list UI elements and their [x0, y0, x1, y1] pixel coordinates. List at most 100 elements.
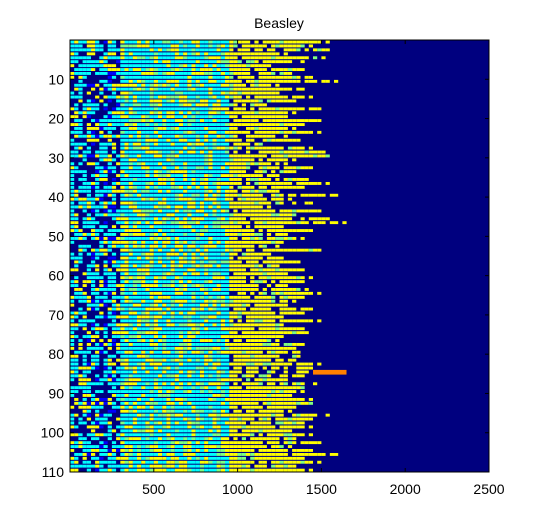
- heatmap-cell: [212, 350, 217, 354]
- heatmap-cell: [162, 288, 167, 291]
- heatmap-cell: [304, 48, 309, 52]
- heatmap-cell: [225, 323, 230, 327]
- heatmap-cell: [220, 166, 225, 170]
- heatmap-cell: [275, 398, 280, 401]
- heatmap-cell: [250, 299, 255, 303]
- heatmap-cell: [124, 107, 129, 111]
- heatmap-cell: [212, 339, 217, 342]
- heatmap-cell: [111, 201, 117, 205]
- heatmap-cell: [287, 221, 293, 225]
- heatmap-cell: [292, 276, 297, 280]
- heatmap-cell: [250, 350, 255, 354]
- heatmap-cell: [178, 378, 184, 382]
- heatmap-cell: [250, 111, 255, 115]
- heatmap-cell: [124, 197, 129, 201]
- heatmap-cell: [103, 150, 108, 154]
- heatmap-cell: [128, 83, 133, 87]
- heatmap-cell: [183, 252, 188, 256]
- heatmap-cell: [128, 248, 133, 252]
- heatmap-cell: [271, 130, 276, 134]
- heatmap-cell: [195, 185, 200, 189]
- heatmap-cell: [149, 366, 154, 370]
- heatmap-cell: [82, 64, 87, 68]
- heatmap-cell: [250, 390, 255, 393]
- heatmap-cell: [254, 48, 259, 52]
- heatmap-cell: [91, 280, 96, 284]
- heatmap-cell: [191, 111, 196, 115]
- heatmap-cell: [74, 217, 79, 221]
- heatmap-cell: [107, 291, 112, 295]
- heatmap-cell: [170, 99, 175, 103]
- heatmap-cell: [158, 319, 163, 323]
- heatmap-cell: [233, 72, 238, 75]
- heatmap-cell: [191, 362, 196, 366]
- heatmap-cell: [141, 437, 146, 441]
- heatmap-cell: [229, 205, 234, 209]
- heatmap-cell: [208, 87, 213, 91]
- heatmap-cell: [99, 201, 104, 205]
- heatmap-cell: [254, 346, 259, 350]
- heatmap-cell: [78, 170, 83, 174]
- heatmap-cell: [266, 260, 272, 264]
- heatmap-cell: [99, 158, 104, 162]
- heatmap-cell: [250, 398, 255, 401]
- heatmap-cell: [74, 115, 79, 119]
- heatmap-cell: [296, 417, 301, 421]
- heatmap-cell: [137, 284, 142, 287]
- heatmap-cell: [183, 370, 188, 374]
- heatmap-cell: [262, 307, 267, 311]
- heatmap-cell: [91, 339, 96, 342]
- heatmap-cell: [195, 311, 200, 315]
- heatmap-cell: [132, 111, 137, 115]
- heatmap-cell: [170, 260, 175, 264]
- heatmap-cell: [95, 421, 100, 425]
- heatmap-cell: [141, 233, 146, 236]
- heatmap-cell: [275, 189, 280, 193]
- heatmap-cell: [128, 201, 133, 205]
- heatmap-cell: [266, 115, 272, 119]
- heatmap-cell: [241, 244, 246, 248]
- heatmap-cell: [216, 178, 221, 181]
- heatmap-cell: [149, 48, 154, 52]
- heatmap-cell: [153, 99, 158, 103]
- heatmap-cell: [216, 260, 221, 264]
- heatmap-cell: [216, 44, 221, 48]
- heatmap-cell: [137, 225, 142, 229]
- heatmap-cell: [279, 229, 284, 232]
- heatmap-cell: [166, 174, 171, 177]
- heatmap-cell: [199, 60, 205, 64]
- heatmap-cell: [220, 174, 225, 177]
- heatmap-cell: [283, 56, 288, 60]
- heatmap-cell: [82, 103, 87, 107]
- heatmap-cell: [187, 221, 192, 225]
- heatmap-cell: [258, 229, 263, 232]
- heatmap-cell: [250, 103, 255, 107]
- heatmap-cell: [124, 343, 129, 346]
- heatmap-cell: [313, 150, 318, 154]
- heatmap-cell: [124, 221, 129, 225]
- heatmap-cell: [212, 237, 217, 240]
- heatmap-cell: [287, 268, 293, 272]
- heatmap-cell: [166, 413, 171, 417]
- heatmap-cell: [279, 107, 284, 111]
- heatmap-cell: [271, 311, 276, 315]
- heatmap-cell: [229, 127, 234, 130]
- heatmap-cell: [91, 48, 96, 52]
- heatmap-cell: [111, 284, 117, 287]
- heatmap-cell: [195, 433, 200, 437]
- heatmap-cell: [141, 284, 146, 287]
- heatmap-cell: [199, 268, 205, 272]
- heatmap-cell: [187, 346, 192, 350]
- heatmap-cell: [183, 185, 188, 189]
- heatmap-cell: [124, 154, 129, 158]
- heatmap-cell: [254, 60, 259, 64]
- heatmap-cell: [91, 103, 96, 107]
- heatmap-cell: [225, 319, 230, 323]
- heatmap-cell: [99, 48, 104, 52]
- heatmap-cell: [241, 111, 246, 115]
- heatmap-cell: [321, 154, 326, 158]
- heatmap-cell: [141, 331, 146, 335]
- heatmap-cell: [132, 315, 137, 319]
- heatmap-cell: [116, 154, 121, 158]
- heatmap-cell: [162, 299, 167, 303]
